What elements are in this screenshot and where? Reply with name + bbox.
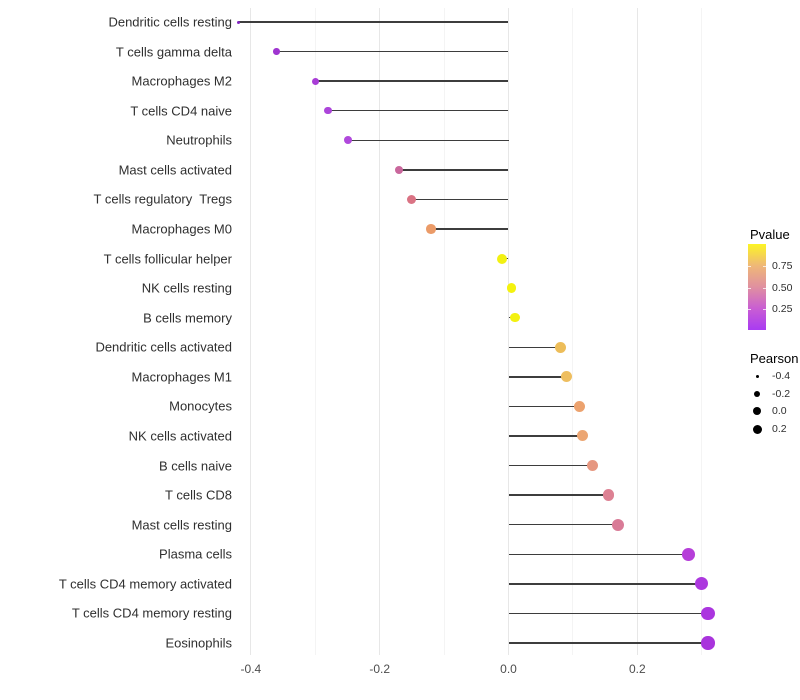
y-axis-label: Macrophages M0 — [131, 221, 232, 237]
lollipop-stick — [508, 524, 618, 526]
y-axis-label: NK cells activated — [128, 428, 232, 444]
lollipop-dot — [426, 224, 436, 234]
lollipop-dot — [560, 371, 572, 383]
gridline-major — [250, 8, 252, 655]
pearson-tick-label: -0.2 — [772, 387, 791, 400]
lollipop-dot — [701, 636, 715, 650]
lollipop-stick — [508, 376, 567, 378]
pvalue-bar-tick — [763, 266, 766, 268]
lollipop-dot — [695, 577, 709, 591]
pvalue-gradient-bar — [748, 244, 766, 330]
pearson-size-dot — [755, 374, 759, 378]
lollipop-stick — [508, 464, 593, 467]
y-axis-label: T cells CD4 memory activated — [58, 576, 232, 592]
y-axis-label: T cells follicular helper — [103, 251, 232, 267]
lollipop-dot — [394, 165, 404, 175]
pvalue-bar-tick — [748, 309, 751, 311]
pearson-tick-label: 0.2 — [772, 423, 787, 436]
lollipop-dot — [510, 312, 520, 323]
gridline-minor — [443, 8, 445, 655]
gridline-minor — [314, 8, 316, 655]
lollipop-dot — [236, 20, 240, 24]
y-axis-label: Mast cells activated — [118, 162, 232, 178]
gridline-minor — [572, 8, 574, 655]
pvalue-bar-tick — [748, 266, 751, 268]
y-axis-label: B cells naive — [159, 458, 232, 474]
lollipop-stick — [508, 612, 709, 615]
y-axis-label: Macrophages M1 — [131, 369, 232, 385]
gridline-major — [508, 8, 509, 655]
lollipop-dot — [324, 106, 332, 115]
lollipop-stick — [328, 110, 509, 112]
lollipop-dot — [343, 136, 352, 145]
pvalue-legend-title: Pvalue — [750, 227, 790, 242]
lollipop-stick — [411, 198, 509, 201]
lollipop-dot — [573, 400, 585, 412]
pvalue-tick-label: 0.25 — [772, 303, 793, 316]
lollipop-dot — [554, 341, 566, 353]
pearson-tick-label: -0.4 — [772, 370, 791, 382]
y-axis-label: Monocytes — [169, 398, 232, 414]
lollipop-stick — [399, 169, 509, 171]
gridline-minor — [701, 8, 703, 655]
y-axis-label: Dendritic cells resting — [108, 14, 232, 30]
y-axis-label: Macrophages M2 — [131, 73, 232, 89]
y-axis-label: T cells gamma delta — [115, 44, 232, 60]
lollipop-stick — [508, 346, 561, 348]
pvalue-bar-tick — [763, 309, 766, 311]
lollipop-dot — [407, 194, 417, 204]
y-axis-label: Eosinophils — [165, 635, 233, 651]
lollipop-dot — [602, 489, 614, 501]
lollipop-stick — [276, 50, 509, 53]
lollipop-dot — [611, 518, 624, 531]
lollipop-stick — [431, 228, 509, 230]
y-axis-label: NK cells resting — [141, 280, 232, 296]
lollipop-stick — [508, 405, 580, 408]
lollipop-stick — [508, 642, 709, 644]
pvalue-tick-label: 0.50 — [772, 281, 793, 294]
y-axis-label: T cells CD8 — [165, 487, 232, 503]
pearson-tick-label: 0.0 — [772, 405, 787, 418]
x-axis-tick-label: 0.0 — [500, 662, 517, 676]
lollipop-dot — [577, 430, 589, 442]
x-axis-tick-label: -0.2 — [369, 662, 391, 676]
lollipop-stick — [508, 435, 583, 437]
pearson-size-dot — [752, 424, 762, 434]
y-axis-label: B cells memory — [143, 310, 232, 326]
gridline-major — [379, 8, 381, 655]
lollipop-stick — [508, 494, 609, 496]
pearson-size-dot — [753, 407, 761, 416]
lollipop-dot — [506, 283, 517, 293]
x-axis-tick-label: 0.2 — [628, 662, 646, 676]
lollipop-dot — [682, 547, 696, 561]
pvalue-bar-tick — [748, 287, 751, 289]
lollipop-dot — [273, 48, 280, 55]
lollipop-stick — [315, 80, 509, 82]
y-axis-label: Dendritic cells activated — [95, 339, 232, 355]
lollipop-dot — [497, 253, 508, 264]
gridline-major — [636, 8, 638, 655]
lollipop-stick — [347, 139, 509, 141]
y-axis-label: T cells CD4 naive — [130, 103, 232, 119]
pvalue-bar-tick — [763, 287, 766, 289]
x-axis-tick-label: -0.4 — [240, 662, 262, 676]
y-axis-label: Neutrophils — [166, 132, 232, 148]
y-axis-label: Mast cells resting — [131, 517, 232, 533]
lollipop-stick — [238, 21, 509, 23]
pearson-legend-title: Pearson — [750, 351, 799, 366]
y-axis-label: T cells regulatory Tregs — [93, 191, 232, 207]
y-axis-label: Plasma cells — [159, 546, 232, 562]
pearson-size-dot — [754, 390, 760, 397]
y-axis-label: T cells CD4 memory resting — [71, 605, 232, 621]
pvalue-tick-label: 0.75 — [772, 260, 793, 273]
lollipop-stick — [508, 583, 702, 585]
lollipop-dot — [586, 459, 598, 472]
lollipop-dot — [701, 606, 715, 621]
lollipop-dot — [311, 77, 319, 85]
lollipop-stick — [508, 553, 689, 555]
